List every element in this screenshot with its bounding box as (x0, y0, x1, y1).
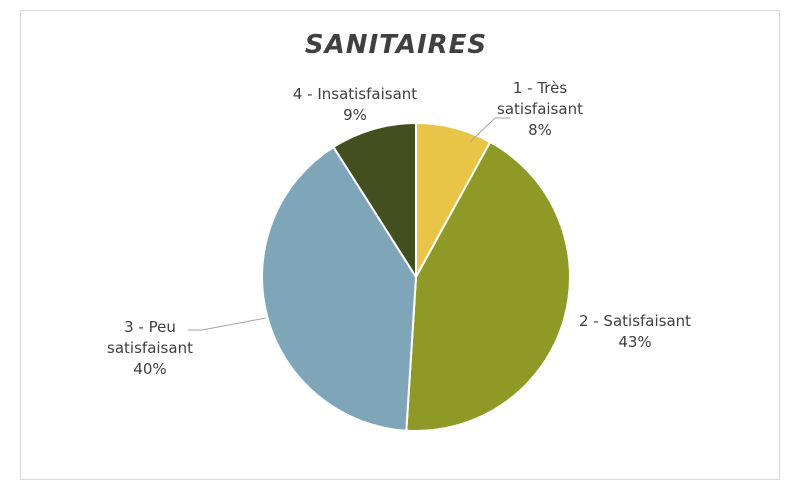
value-label: 43% (618, 333, 652, 351)
data-label: 4 - Insatisfaisant 9% (275, 84, 435, 126)
value-label: 8% (528, 121, 552, 139)
category-label: 1 - Très satisfaisant (497, 79, 583, 118)
value-label: 9% (343, 106, 367, 124)
data-label: 3 - Peu satisfaisant 40% (95, 317, 205, 380)
leader-line (469, 117, 510, 143)
leader-line (188, 317, 267, 331)
pie-slice (405, 140, 571, 432)
category-label: 2 - Satisfaisant (578, 312, 692, 330)
chart-title: SANITAIRES (304, 30, 488, 60)
pie-slice (332, 121, 417, 281)
category-label: 4 - Insatisfaisant (292, 85, 418, 103)
data-label: 1 - Très satisfaisant 8% (485, 78, 595, 141)
category-label: 3 - Peu satisfaisant (107, 318, 193, 357)
value-label: 40% (133, 360, 167, 378)
data-label: 2 - Satisfaisant 43% (555, 311, 715, 353)
